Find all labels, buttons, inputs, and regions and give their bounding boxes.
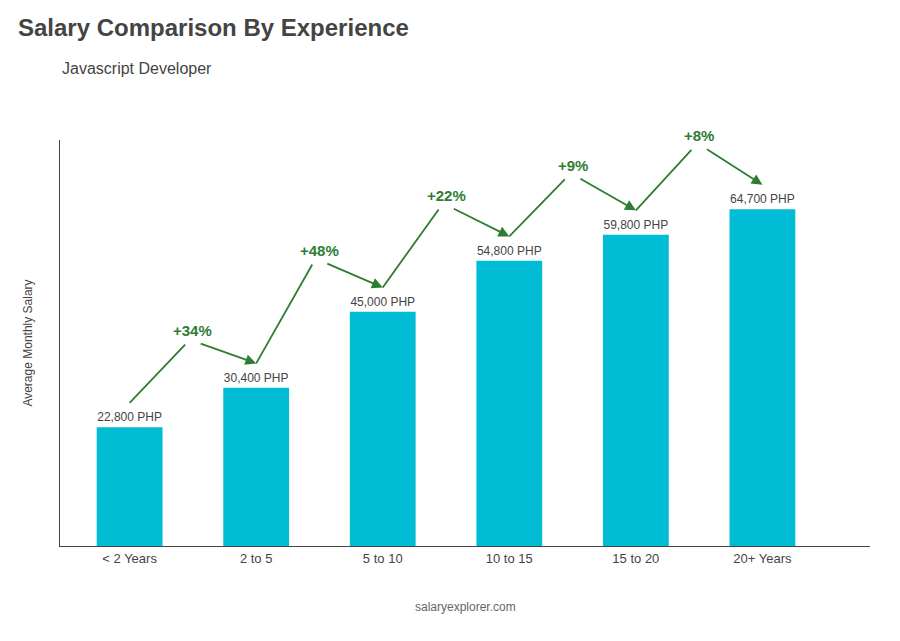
svg-text:< 2 Years: < 2 Years (102, 551, 157, 566)
svg-text:+48%: +48% (300, 242, 339, 259)
svg-text:+9%: +9% (558, 157, 588, 174)
svg-text:+34%: +34% (173, 322, 212, 339)
svg-text:salaryexplorer.com: salaryexplorer.com (415, 600, 516, 614)
svg-text:20+ Years: 20+ Years (733, 551, 792, 566)
svg-text:10 to 15: 10 to 15 (486, 551, 533, 566)
svg-text:2 to 5: 2 to 5 (240, 551, 273, 566)
svg-text:Salary Comparison By Experienc: Salary Comparison By Experience (18, 14, 409, 41)
svg-text:5 to 10: 5 to 10 (363, 551, 403, 566)
svg-text:Average Monthly Salary: Average Monthly Salary (21, 279, 35, 406)
svg-text:+22%: +22% (427, 187, 466, 204)
svg-text:54,800 PHP: 54,800 PHP (477, 244, 542, 258)
svg-text:59,800 PHP: 59,800 PHP (604, 218, 669, 232)
svg-text:15 to 20: 15 to 20 (612, 551, 659, 566)
svg-text:30,400 PHP: 30,400 PHP (224, 371, 289, 385)
svg-text:45,000 PHP: 45,000 PHP (350, 295, 415, 309)
svg-text:64,700 PHP: 64,700 PHP (730, 192, 795, 206)
svg-text:+8%: +8% (684, 127, 714, 144)
svg-text:Javascript Developer: Javascript Developer (62, 60, 212, 77)
svg-text:22,800 PHP: 22,800 PHP (97, 410, 162, 424)
